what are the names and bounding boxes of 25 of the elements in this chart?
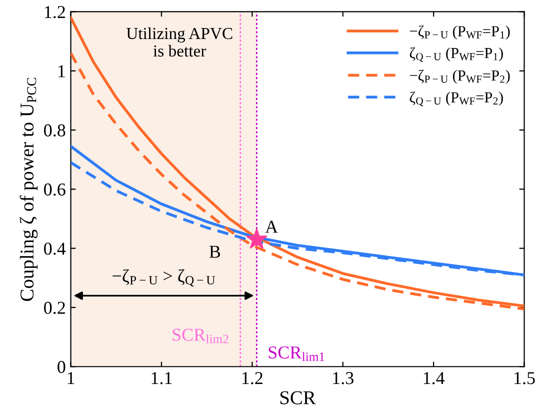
y-tick-label: 0.4 [44,242,66,255]
annotation: A [265,220,278,233]
x-tick-label: 1 [68,372,74,384]
y-tick-label: 1.2 [44,6,65,18]
ref-line-label: SCR$_{lim1}$ [268,346,324,361]
y-tick-label: 0 [58,360,66,374]
y-tick-label: 1 [58,65,65,78]
x-tick-label: 1.1 [152,372,172,384]
legend-label: −ζ$_{P−U}$ (P$_{WF}$=P$_{2}$) [410,70,510,84]
annotation: Utilizing APVC is better [126,27,232,57]
x-axis-title: SCR [280,391,316,404]
band-label: −ζ$_{P−U}$ > ζ$_{Q−U}$ [112,269,216,286]
y-axis-title: Coupling ζ of power to U$_{PCC}$ [20,78,38,301]
legend-label: ζ$_{Q−U}$ (P$_{WF}$=P$_{1}$) [410,47,503,62]
y-tick-label: 0.2 [44,302,65,314]
legend-label: ζ$_{Q−U}$ (P$_{WF}$=P$_{2}$) [410,92,503,106]
ref-line-label: SCR$_{lim2}$ [172,328,228,344]
x-tick-label: 1.4 [424,372,445,384]
x-tick-label: 1.5 [514,372,535,384]
y-tick-label: 0.6 [44,183,66,196]
annotation: B [209,246,220,258]
y-tick-label: 0.8 [44,124,66,137]
legend-label: −ζ$_{P−U}$ (P$_{WF}$=P$_{1}$) [410,25,510,40]
x-tick-label: 1.2 [242,372,262,384]
x-tick-label: 1.3 [333,372,354,384]
